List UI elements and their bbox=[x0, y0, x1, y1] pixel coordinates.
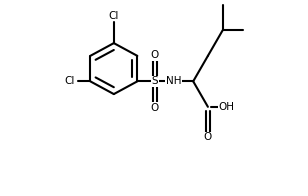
Text: S: S bbox=[152, 76, 158, 86]
Text: O: O bbox=[204, 132, 212, 142]
Text: OH: OH bbox=[218, 102, 234, 112]
Text: Cl: Cl bbox=[109, 11, 119, 21]
Text: O: O bbox=[151, 103, 159, 113]
Text: O: O bbox=[151, 50, 159, 60]
Text: Cl: Cl bbox=[65, 76, 75, 86]
Text: NH: NH bbox=[166, 76, 181, 86]
